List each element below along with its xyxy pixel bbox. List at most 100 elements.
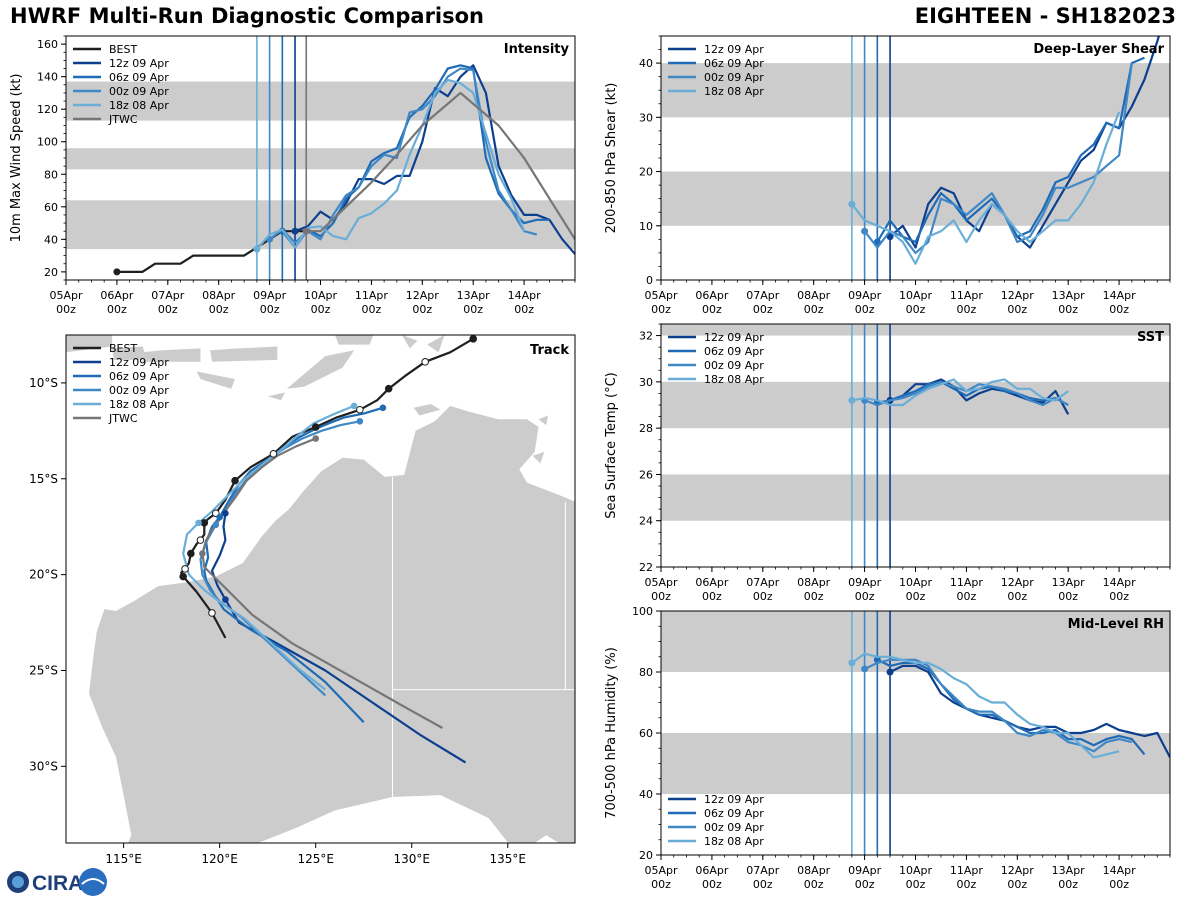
- sst-band: [661, 474, 1170, 521]
- intensity-plot-area: [66, 36, 575, 280]
- sst-series-06z-09-apr: [877, 380, 1069, 406]
- intensity-xtick-label: 11Apr: [355, 289, 389, 302]
- island-2: [210, 346, 278, 362]
- intensity-xtick-sublabel: 00z: [209, 303, 229, 316]
- logo-globe-inner-icon: [12, 876, 24, 888]
- rh-xtick-sublabel: 00z: [1109, 878, 1129, 891]
- track-best-marker: [356, 405, 364, 414]
- shear-xtick-sublabel: 00z: [1109, 303, 1129, 316]
- intensity-init-marker-12z-09-apr: [291, 227, 299, 235]
- australia-landmass: [89, 405, 575, 843]
- track-marker-12z-09-apr: [222, 509, 229, 517]
- sst-plot-area: [661, 324, 1170, 567]
- sst-xtick-label: 13Apr: [1052, 576, 1086, 589]
- track-lat-label: 30°S: [29, 759, 58, 773]
- intensity-series-00z-09-apr: [268, 67, 538, 244]
- intensity-legend-label-00z-09-apr: 00z 09 Apr: [109, 85, 169, 98]
- intensity-xtick-label: 10Apr: [304, 289, 338, 302]
- intensity-band: [66, 200, 575, 250]
- sst-panel-title: SST: [1137, 330, 1164, 345]
- sst-xtick-label: 11Apr: [950, 576, 984, 589]
- shear-xtick-sublabel: 00z: [804, 303, 824, 316]
- track-legend-label-12z-09-apr: 12z 09 Apr: [109, 356, 169, 369]
- intensity-ytick-label: 20: [44, 266, 58, 279]
- intensity-xtick-label: 09Apr: [253, 289, 287, 302]
- island-1: [142, 348, 201, 362]
- shear-legend-label-12z-09-apr: 12z 09 Apr: [704, 43, 764, 56]
- track-best-marker: [181, 565, 189, 573]
- island-6: [427, 335, 445, 353]
- shear-ytick-label: 20: [639, 166, 653, 179]
- sst-ytick-label: 28: [639, 422, 653, 435]
- intensity-series-jtwc: [306, 91, 575, 240]
- intensity-xtick-label: 07Apr: [151, 289, 185, 302]
- track-best-marker: [469, 335, 478, 343]
- intensity-ytick-label: 40: [44, 233, 58, 246]
- shear-legend-label-18z-08-apr: 18z 08 Apr: [704, 85, 764, 98]
- cira-logo-graphic: CIRA: [7, 868, 107, 896]
- rh-ylabel: 700-500 hPa Humidity (%): [604, 647, 619, 819]
- intensity-ylabel: 10m Max Wind Speed (kt): [9, 74, 24, 243]
- island-9: [267, 392, 285, 401]
- storm-id: EIGHTEEN - SH182023: [914, 4, 1176, 28]
- island-10: [413, 404, 441, 416]
- track-marker-18z-08-apr: [350, 402, 358, 410]
- sst-ytick-label: 30: [639, 376, 653, 389]
- intensity-xtick-sublabel: 00z: [463, 303, 483, 316]
- rh-xtick-sublabel: 00z: [855, 878, 875, 891]
- intensity-panel-title: Intensity: [504, 42, 570, 57]
- shear-ytick-label: 0: [646, 274, 653, 287]
- track-marker-06z-09-apr: [379, 404, 387, 412]
- shear-legend-label-00z-09-apr: 00z 09 Apr: [704, 71, 764, 84]
- sst-xtick-sublabel: 00z: [957, 590, 977, 603]
- rh-series-06z-09-apr: [876, 658, 1146, 756]
- intensity-ytick-label: 120: [37, 103, 58, 116]
- track-lat-label: 20°S: [29, 568, 58, 582]
- track-best-marker: [179, 572, 187, 581]
- sst-ytick-label: 26: [639, 468, 653, 481]
- rh-band: [661, 733, 1170, 794]
- intensity-xtick-sublabel: 00z: [412, 303, 432, 316]
- sst-xtick-sublabel: 00z: [855, 590, 875, 603]
- track-best-marker: [187, 549, 195, 558]
- sst-xtick-label: 10Apr: [899, 576, 933, 589]
- intensity-xtick-sublabel: 00z: [56, 303, 76, 316]
- shear-xtick-label: 14Apr: [1103, 289, 1137, 302]
- intensity-xtick-label: 05Apr: [49, 289, 83, 302]
- sst-series-18z-08-apr: [851, 378, 1069, 407]
- track-lon-label: 120°E: [201, 852, 238, 866]
- rh-xtick-sublabel: 00z: [957, 878, 977, 891]
- intensity-ytick-label: 80: [44, 168, 58, 181]
- shear-plot-area: [661, 36, 1170, 280]
- cira-logo: CIRA: [4, 866, 114, 898]
- intensity-ytick-label: 160: [37, 38, 58, 51]
- rh-xtick-sublabel: 00z: [804, 878, 824, 891]
- shear-ytick-label: 40: [639, 57, 653, 70]
- rh-ytick-label: 20: [639, 849, 653, 862]
- rh-init-marker-00z-09-apr: [861, 665, 869, 673]
- sst-xtick-label: 05Apr: [644, 576, 678, 589]
- rh-plot-area: [661, 611, 1170, 855]
- track-marker-jtwc: [312, 435, 319, 442]
- island-11: [538, 415, 549, 426]
- shear-series-18z-08-apr: [851, 111, 1121, 265]
- intensity-series-18z-08-apr: [256, 78, 526, 250]
- track-best-marker: [421, 358, 429, 366]
- sst-legend-label-06z-09-apr: 06z 09 Apr: [704, 345, 764, 358]
- sst-series-12z-09-apr: [889, 378, 1070, 415]
- rh-panel-title: Mid-Level RH: [1068, 617, 1164, 632]
- rh-xtick-label: 12Apr: [1001, 864, 1035, 877]
- shear-ytick-label: 30: [639, 111, 653, 124]
- shear-init-marker-00z-09-apr: [861, 227, 869, 235]
- sst-xtick-label: 07Apr: [746, 576, 780, 589]
- track-marker-06z-09-apr: [216, 513, 223, 521]
- track-marker-12z-09-apr: [222, 596, 229, 603]
- intensity-xtick-label: 14Apr: [508, 289, 542, 302]
- rh-init-marker-12z-09-apr: [886, 668, 894, 676]
- rh-xtick-sublabel: 00z: [753, 878, 773, 891]
- rh-init-marker-18z-08-apr: [848, 659, 856, 667]
- intensity-legend-label-jtwc: JTWC: [108, 113, 138, 126]
- sst-legend-label-12z-09-apr: 12z 09 Apr: [704, 331, 764, 344]
- shear-xtick-sublabel: 00z: [906, 303, 926, 316]
